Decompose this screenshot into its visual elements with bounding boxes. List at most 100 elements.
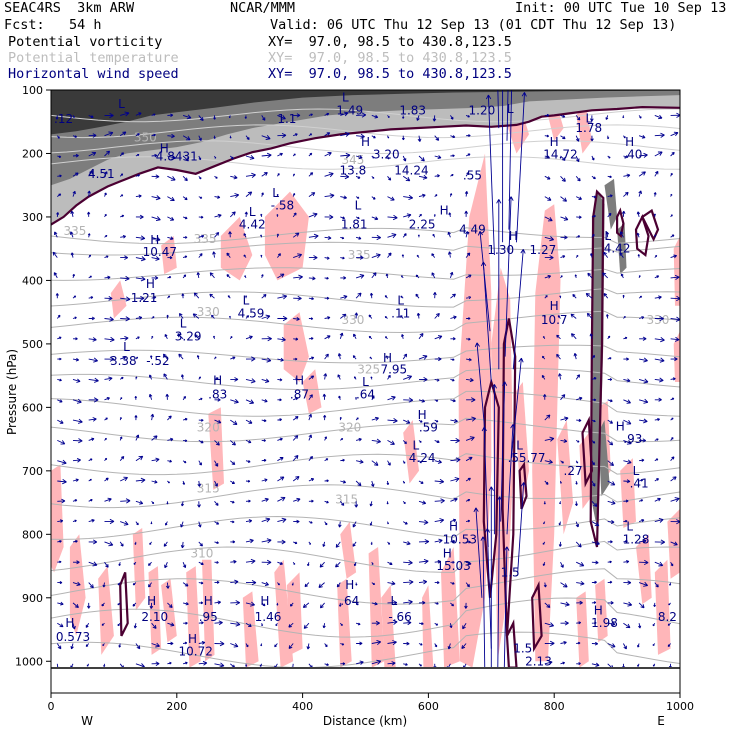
wind-vector	[450, 539, 456, 543]
wind-vector	[214, 620, 223, 626]
wind-speed-blob	[422, 585, 434, 668]
wind-vector	[308, 233, 319, 239]
wind-vector	[619, 252, 624, 258]
wind-vector	[148, 393, 153, 400]
pv-fill-mid	[51, 90, 680, 186]
wind-vector	[544, 236, 555, 242]
wind-vector	[261, 357, 272, 363]
wind-vector	[387, 176, 392, 181]
wind-vector	[135, 295, 145, 301]
wind-vector	[450, 135, 456, 139]
pv-closed-contour	[640, 208, 660, 242]
wind-vector	[308, 172, 314, 177]
wind-vector	[638, 479, 644, 482]
extrema-label: .27	[564, 464, 583, 478]
wind-vector	[589, 253, 593, 258]
wind-vector	[559, 295, 562, 299]
wind-vector	[277, 476, 285, 482]
wind-vector	[261, 538, 272, 544]
wind-vector	[72, 478, 79, 482]
wind-vector	[245, 356, 256, 362]
wind-vector	[198, 176, 202, 180]
wind-vector	[198, 418, 204, 422]
wind-vector	[371, 639, 382, 646]
wind-speed-blob	[186, 566, 201, 668]
wind-vector	[434, 357, 442, 362]
pv-fill-dark	[51, 90, 680, 135]
wind-vector	[623, 539, 628, 543]
wind-vector	[433, 214, 436, 217]
wind-vector	[450, 358, 455, 361]
wind-vector	[575, 115, 581, 121]
wind-vector	[165, 393, 169, 400]
wind-vector	[544, 436, 555, 442]
wind-vector	[542, 336, 546, 340]
wind-vector	[214, 398, 221, 402]
wind-vector	[654, 458, 659, 462]
legend-name-wind: Horizontal wind speed	[8, 66, 179, 82]
wind-vector	[182, 460, 187, 464]
wind-vector	[385, 355, 389, 360]
wind-vector	[371, 196, 376, 200]
wind-vector	[602, 272, 609, 279]
wind-vector	[69, 231, 74, 238]
legend-xy-wind: XY= 97.0, 98.5 to 430.8,123.5	[268, 66, 512, 82]
wind-vector	[670, 336, 680, 342]
wind-vector	[72, 190, 76, 197]
wind-vector	[56, 135, 60, 139]
wind-vector	[167, 133, 175, 139]
wind-vector	[88, 316, 95, 321]
theta-label: 325	[357, 362, 380, 376]
wind-vector	[385, 273, 389, 278]
wind-vector	[213, 115, 216, 120]
theta-line	[51, 453, 680, 476]
x-tick-label: 200	[166, 700, 187, 713]
wind-vector	[387, 252, 392, 258]
wind-vector	[308, 317, 314, 321]
wind-vector	[401, 334, 405, 339]
wind-vector	[324, 479, 329, 483]
forecast-hour: Fcst: 54 h	[4, 17, 102, 33]
y-tick-label: 800	[22, 528, 43, 541]
wind-vector	[387, 214, 398, 221]
wind-vector	[182, 480, 186, 485]
wind-vector	[603, 292, 609, 299]
wind-vector	[575, 440, 580, 443]
wind-vector	[196, 355, 200, 360]
wind-vectors	[52, 90, 680, 687]
extrema-label: 1.49	[336, 103, 363, 117]
wind-vector	[607, 399, 613, 403]
wind-vector	[371, 253, 381, 259]
wind-vector	[167, 216, 175, 221]
wind-vector	[194, 334, 200, 340]
wind-vector	[465, 274, 472, 279]
wind-vector	[148, 582, 152, 588]
wind-vector	[104, 316, 114, 322]
wind-vector	[654, 114, 663, 120]
wind-vector	[591, 480, 596, 487]
wind-vector	[607, 643, 616, 648]
wind-vector	[308, 255, 318, 261]
wind-vector	[557, 315, 561, 319]
wind-vector	[639, 458, 645, 462]
wind-vector	[502, 90, 504, 243]
wind-vector	[560, 275, 563, 279]
wind-vector	[401, 135, 405, 141]
extrema-label: H	[260, 594, 269, 608]
wind-speed-blob	[132, 528, 146, 611]
wind-vector	[340, 643, 345, 646]
extrema-label: -.52	[146, 354, 169, 368]
wind-vector	[575, 541, 582, 548]
wind-vector	[88, 170, 93, 177]
wind-vector	[623, 479, 631, 484]
theta-label: 320	[197, 421, 220, 435]
pv-shading	[51, 90, 680, 535]
wind-vector	[324, 214, 334, 220]
x-end-label-east: E	[657, 714, 665, 728]
extrema-label: 4.49	[459, 223, 486, 237]
wind-vector	[245, 295, 248, 299]
wind-vector	[543, 315, 546, 319]
wind-vector	[57, 622, 64, 628]
wind-vector	[387, 135, 390, 139]
wind-vector	[355, 274, 365, 279]
